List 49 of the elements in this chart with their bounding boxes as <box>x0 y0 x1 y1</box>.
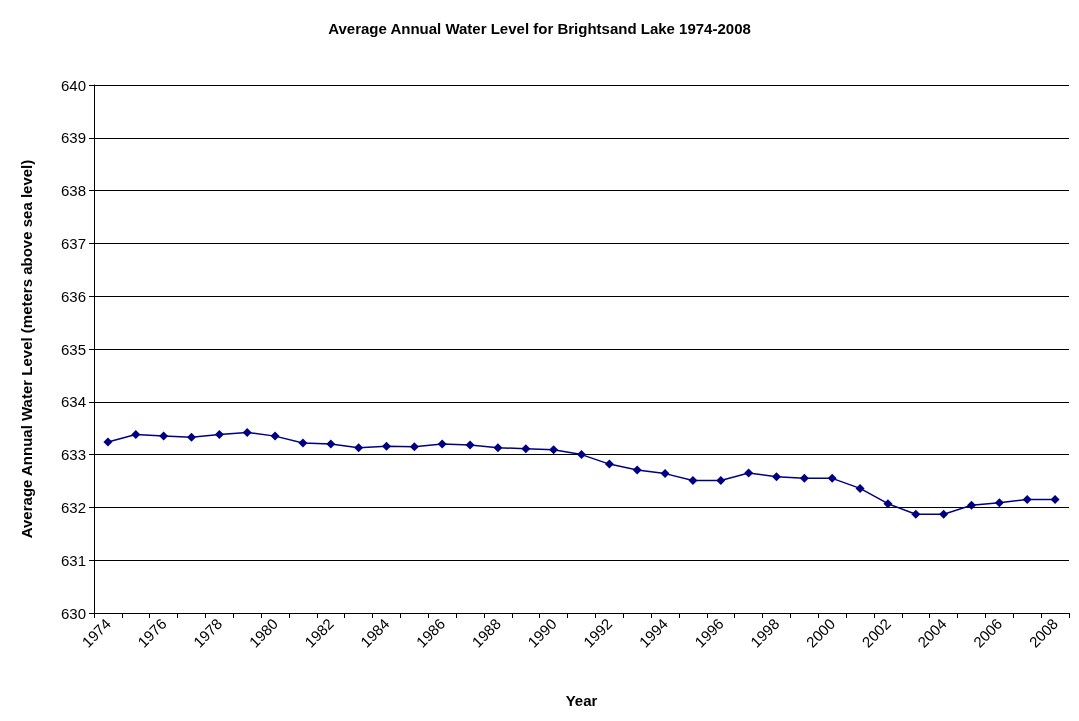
point <box>465 440 475 450</box>
y-tick-label: 640 <box>60 76 86 94</box>
point <box>855 483 865 493</box>
point <box>214 430 224 440</box>
chart-title: Average Annual Water Level for Brightsand Lake 1974-2008 <box>328 20 751 37</box>
point <box>270 431 280 441</box>
point <box>604 459 614 469</box>
y-tick-label: 639 <box>60 129 86 147</box>
point <box>632 465 642 475</box>
point <box>437 439 447 449</box>
point <box>827 473 837 483</box>
point <box>326 439 336 449</box>
point <box>967 500 976 510</box>
point <box>772 472 781 482</box>
x-axis-title: Year <box>565 692 598 709</box>
y-tick-label: 637 <box>60 234 86 252</box>
point <box>298 438 308 448</box>
y-axis-title: Average Annual Water Level (meters above sea level) <box>18 159 35 539</box>
point <box>382 441 391 451</box>
point <box>187 432 196 442</box>
y-tick-label: 630 <box>60 604 86 622</box>
point <box>660 469 670 479</box>
point <box>1022 494 1032 504</box>
y-tick-label: 638 <box>60 182 86 200</box>
y-tick-label: 632 <box>60 498 86 516</box>
point <box>799 473 809 483</box>
point <box>716 475 726 485</box>
point <box>521 444 531 454</box>
point <box>939 509 949 519</box>
point <box>242 427 252 437</box>
point <box>688 475 698 485</box>
y-tick-label: 636 <box>60 287 86 305</box>
point <box>103 437 113 447</box>
y-tick-label: 631 <box>60 551 86 569</box>
point <box>911 509 921 519</box>
point <box>1050 494 1060 504</box>
point <box>131 430 141 440</box>
point <box>994 498 1004 508</box>
y-tick-label: 633 <box>60 446 86 464</box>
point <box>577 450 586 460</box>
point <box>549 445 559 455</box>
point <box>354 443 364 453</box>
y-tick-label: 634 <box>60 393 86 411</box>
point <box>744 468 754 478</box>
point <box>409 442 419 452</box>
point <box>159 431 169 441</box>
y-tick-label: 635 <box>60 340 86 358</box>
point <box>493 443 503 453</box>
point <box>883 499 893 509</box>
